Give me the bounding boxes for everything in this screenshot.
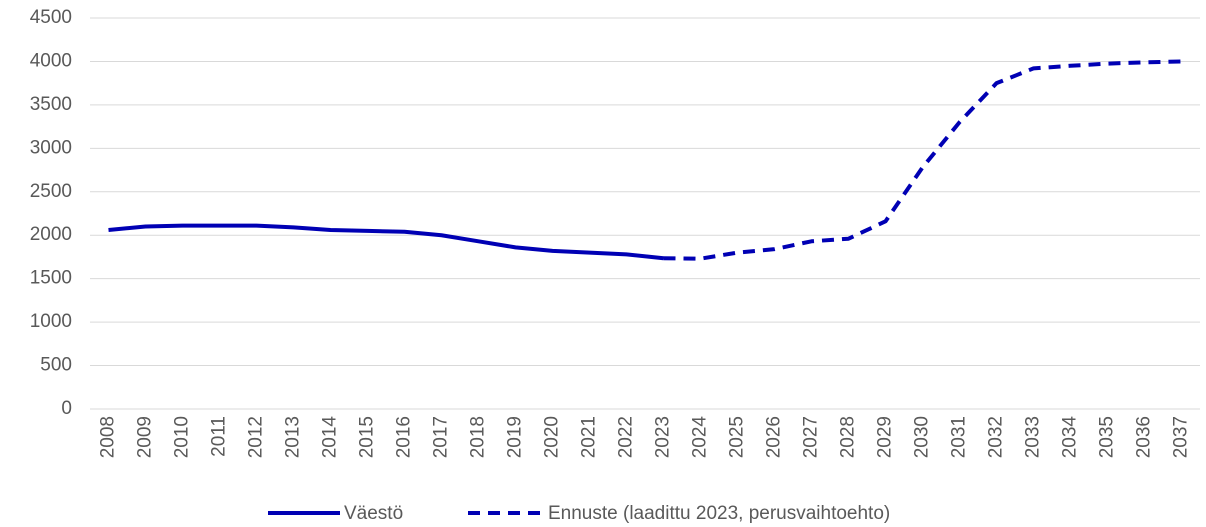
y-tick-label: 3500	[30, 94, 72, 115]
y-tick-label: 4500	[30, 7, 72, 28]
x-tick-label: 2020	[542, 416, 563, 458]
x-tick-label: 2010	[172, 416, 193, 458]
x-tick-label: 2028	[838, 416, 859, 458]
x-tick-label: 2033	[1023, 416, 1044, 458]
y-tick-label: 4000	[30, 50, 72, 71]
x-tick-label: 2009	[135, 416, 156, 458]
y-tick-label: 500	[40, 355, 72, 376]
x-tick-label: 2032	[986, 416, 1007, 458]
series-line	[108, 223, 664, 261]
x-tick-label: 2029	[875, 416, 896, 458]
x-tick-label: 2008	[98, 416, 119, 458]
legend-label: Ennuste (laadittu 2023, perusvaihtoehto)	[548, 503, 890, 524]
x-tick-label: 2027	[801, 416, 822, 458]
x-tick-label: 2025	[727, 416, 748, 458]
x-tick-label: 2015	[357, 416, 378, 458]
x-tick-label: 2017	[431, 416, 452, 458]
y-tick-label: 1000	[30, 311, 72, 332]
x-tick-label: 2034	[1060, 416, 1081, 459]
x-tick-label: 2013	[283, 416, 304, 458]
x-tick-label: 2031	[949, 416, 970, 458]
x-tick-label: 2037	[1171, 416, 1192, 458]
x-tick-label: 2024	[690, 416, 711, 459]
x-tick-label: 2014	[320, 416, 341, 459]
series-line	[663, 59, 1182, 261]
x-tick-label: 2016	[394, 416, 415, 458]
y-tick-label: 2000	[30, 224, 72, 245]
y-tick-label: 2500	[30, 181, 72, 202]
x-tick-label: 2023	[653, 416, 674, 458]
y-tick-label: 3000	[30, 137, 72, 158]
x-tick-label: 2022	[616, 416, 637, 458]
x-tick-label: 2018	[468, 416, 489, 458]
x-tick-label: 2019	[505, 416, 526, 458]
legend-label: Väestö	[344, 503, 403, 524]
x-tick-label: 2035	[1097, 416, 1118, 458]
x-tick-label: 2030	[912, 416, 933, 458]
x-tick-label: 2036	[1134, 416, 1155, 458]
x-tick-label: 2026	[764, 416, 785, 458]
y-tick-label: 0	[61, 398, 72, 419]
y-tick-label: 1500	[30, 268, 72, 289]
x-tick-label: 2011	[209, 416, 230, 457]
x-tick-label: 2012	[246, 416, 267, 458]
x-tick-label: 2021	[579, 416, 600, 458]
